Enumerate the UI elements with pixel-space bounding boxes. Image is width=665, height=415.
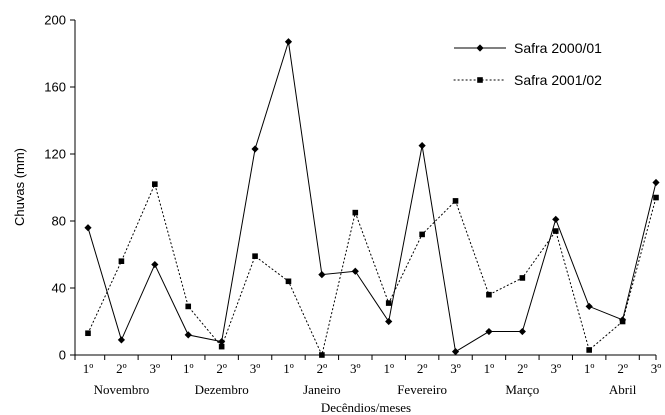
data-point: [519, 275, 526, 281]
data-point: [385, 300, 392, 306]
x-tick-label: 2º: [517, 361, 528, 376]
axes: [74, 20, 656, 356]
series-1: [84, 38, 660, 356]
series-line: [87, 182, 657, 357]
series-line: [87, 41, 657, 353]
data-point: [485, 327, 493, 336]
data-point: [586, 347, 592, 353]
data-point: [118, 258, 125, 264]
x-tick-label: 2º: [617, 361, 628, 376]
data-point: [185, 303, 192, 310]
x-tick-label: 1º: [484, 361, 495, 376]
data-point: [251, 145, 259, 153]
data-point: [418, 142, 426, 150]
series-layer: [84, 38, 660, 358]
data-point: [151, 260, 159, 269]
data-point: [518, 327, 526, 336]
month-label: Abril: [609, 382, 637, 397]
y-tick-label: 0: [59, 348, 66, 363]
data-point: [152, 181, 158, 187]
y-tick-label: 40: [52, 281, 66, 296]
y-ticks: 0 40 80 120 160 200: [44, 13, 75, 363]
x-axis-label: Decêndios/meses: [321, 400, 411, 415]
data-point: [285, 278, 292, 285]
data-point: [252, 253, 258, 259]
x-tick-label: 1º: [584, 361, 595, 376]
x-tick-label: 1º: [83, 361, 94, 376]
legend-marker: [476, 44, 484, 52]
y-tick-label: 120: [44, 147, 66, 162]
x-tick-label: 2º: [116, 361, 127, 376]
legend-label: Safra 2000/01: [514, 40, 602, 56]
x-tick-label: 1º: [283, 361, 294, 376]
y-tick-label: 160: [44, 80, 66, 95]
legend: Safra 2000/01 Safra 2001/02: [453, 40, 602, 88]
x-tick-label: 2º: [317, 361, 328, 376]
data-point: [451, 348, 460, 356]
data-point: [452, 198, 459, 204]
x-tick-label: 3º: [450, 361, 461, 376]
legend-label: Safra 2001/02: [514, 72, 602, 88]
x-tick-label: 2º: [417, 361, 428, 376]
data-point: [84, 224, 92, 232]
data-point: [385, 317, 393, 326]
x-tick-label: 3º: [250, 361, 261, 376]
data-point: [319, 352, 325, 358]
x-tick-label: 3º: [550, 361, 561, 376]
data-point: [284, 38, 293, 46]
data-point: [653, 194, 659, 201]
x-tick-label: 3º: [350, 361, 361, 376]
data-point: [619, 318, 626, 325]
x-tick-label: 3º: [150, 361, 161, 376]
data-point: [117, 336, 126, 344]
data-point: [552, 215, 560, 223]
month-label: Novembro: [94, 382, 150, 397]
data-point: [552, 228, 559, 234]
data-point: [218, 338, 226, 346]
x-tick-label: 1º: [183, 361, 194, 376]
x-tick-label: 1º: [383, 361, 394, 376]
series-2: [85, 181, 659, 358]
month-label: Janeiro: [303, 382, 341, 397]
data-point: [352, 209, 359, 216]
data-point: [419, 231, 425, 238]
y-tick-label: 80: [52, 214, 66, 229]
data-point: [85, 330, 91, 337]
data-point: [652, 178, 660, 187]
y-tick-label: 200: [44, 13, 66, 28]
data-point: [218, 343, 225, 350]
month-label: Março: [505, 382, 539, 397]
month-label: Dezembro: [195, 382, 249, 397]
data-point: [184, 331, 192, 339]
legend-item: Safra 2000/01: [454, 40, 602, 56]
x-tick-label: 3º: [651, 361, 662, 376]
x-ticks: 1º 2º 3º 1º 2º 3º 1º 2º 3º 1º 2º 3º 1º 2º 3º 1º 2º 3ºNove…: [74, 355, 662, 397]
data-point: [585, 302, 593, 311]
month-label: Fevereiro: [397, 382, 447, 397]
legend-item: Safra 2001/02: [453, 72, 602, 88]
data-point: [318, 271, 326, 279]
legend-marker: [477, 77, 483, 83]
data-point: [486, 291, 492, 298]
x-tick-label: 2º: [216, 361, 227, 376]
data-point: [351, 267, 359, 275]
y-axis-label: Chuvas (mm): [12, 148, 27, 226]
